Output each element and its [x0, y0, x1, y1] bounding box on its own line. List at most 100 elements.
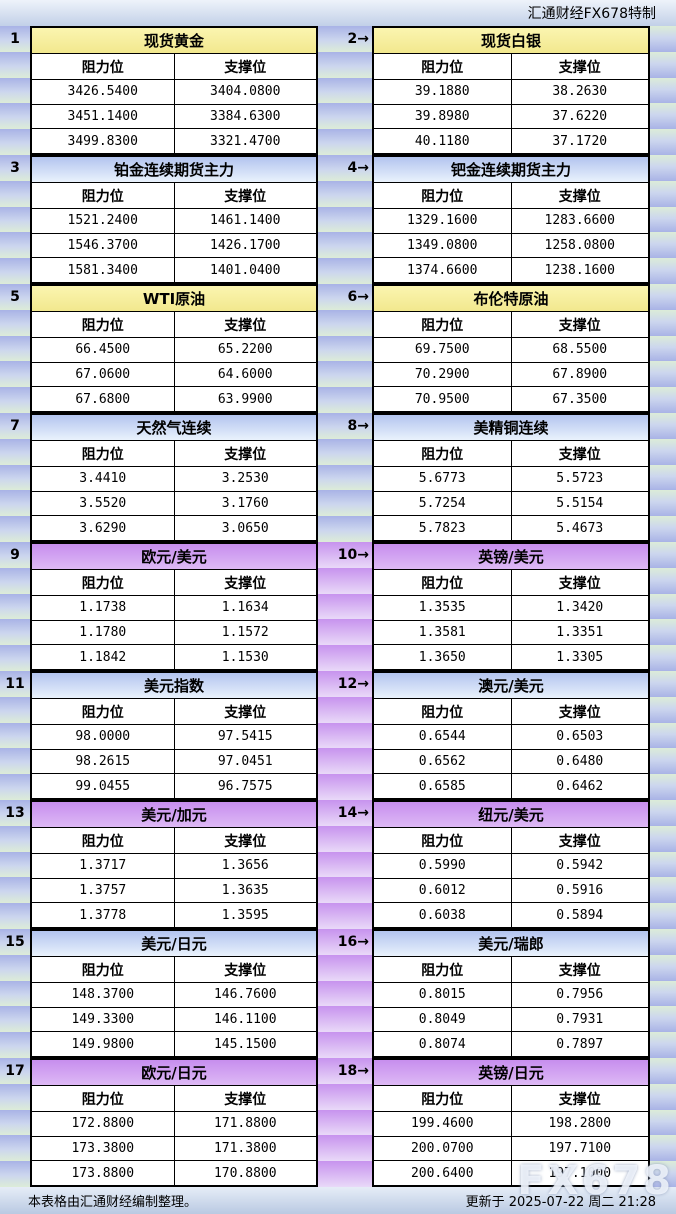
background-cell: [0, 748, 30, 775]
data-row: 0.6544 0.6503: [374, 725, 648, 750]
column-header-row: 阻力位 支撑位: [32, 312, 316, 338]
data-row: 200.0700 197.7100: [374, 1136, 648, 1162]
background-cell: [650, 77, 676, 104]
background-cell: [650, 309, 676, 336]
background-cell: [0, 696, 30, 723]
resistance-value: 0.8074: [374, 1032, 512, 1057]
resistance-value: 1.1842: [32, 645, 175, 670]
background-cell: [650, 258, 676, 284]
data-row: 3.4410 3.2530: [32, 467, 316, 492]
data-row: 1.1738 1.1634: [32, 596, 316, 621]
column-header-row: 阻力位 支撑位: [374, 54, 648, 80]
resistance-value: 1329.1600: [374, 209, 512, 233]
background-cell: [650, 722, 676, 749]
background-cell: [650, 1083, 676, 1110]
background-cell: 3: [0, 155, 30, 181]
resistance-value: 1581.3400: [32, 258, 175, 283]
resistance-value: 99.0455: [32, 774, 175, 799]
background-cell: [650, 671, 676, 697]
support-header: 支撑位: [224, 833, 267, 850]
data-row: 3.5520 3.1760: [32, 491, 316, 517]
background-cell: [0, 129, 30, 155]
resistance-value: 0.8049: [374, 1007, 512, 1032]
block-index-label: 8→: [347, 417, 369, 434]
background-cell: [318, 103, 372, 130]
block-index-label: 13: [5, 804, 25, 821]
background-cell: [650, 774, 676, 800]
edge-column: [650, 413, 676, 542]
support-value: 68.5500: [552, 342, 608, 358]
data-row: 0.5990 0.5942: [374, 854, 648, 879]
block-index-label: 3: [10, 159, 20, 176]
background-cell: [318, 490, 372, 517]
data-row: 1.1780 1.1572: [32, 620, 316, 646]
block-index-label: 4→: [347, 159, 369, 176]
support-header: 支撑位: [224, 59, 267, 76]
support-value: 37.6220: [552, 109, 608, 124]
background-cell: [318, 825, 372, 852]
row-number-column: 15: [0, 929, 30, 1058]
support-value: 1283.6600: [544, 213, 615, 229]
data-row: 1.3757 1.3635: [32, 878, 316, 904]
background-cell: 8→: [318, 413, 372, 439]
support-header: 支撑位: [558, 446, 601, 463]
support-value: 5.5154: [556, 496, 604, 511]
resistance-value: 199.4600: [374, 1112, 512, 1136]
data-row: 3451.1400 3384.6300: [32, 104, 316, 130]
resistance-value: 1349.0800: [374, 233, 512, 258]
support-value: 37.1720: [552, 133, 608, 149]
support-header: 支撑位: [558, 962, 601, 979]
resistance-value: 1.3650: [374, 645, 512, 670]
support-value: 38.2630: [552, 84, 608, 100]
background-cell: 14→: [318, 800, 372, 826]
column-header-row: 阻力位 支撑位: [32, 1086, 316, 1112]
data-row: 98.0000 97.5415: [32, 725, 316, 750]
resistance-value: 5.6773: [374, 467, 512, 491]
spacer-column: 6→: [318, 284, 372, 413]
background-cell: [318, 903, 372, 929]
background-cell: 9: [0, 542, 30, 568]
data-row: 67.6800 63.9900: [32, 387, 316, 412]
background-cell: [0, 567, 30, 594]
instrument-table: 钯金连续期货主力 阻力位 支撑位 1329.1600 1283.6600 1349.080…: [372, 155, 650, 284]
support-value: 1238.1600: [544, 262, 615, 278]
background-cell: [650, 438, 676, 465]
data-row: 0.8049 0.7931: [374, 1007, 648, 1033]
background-cell: [650, 284, 676, 310]
instrument-table: 现货白银 阻力位 支撑位 39.1880 38.2630 39.8980 37.6220 40…: [372, 26, 650, 155]
row-number-column: 9: [0, 542, 30, 671]
support-value: 1.1530: [221, 649, 269, 665]
support-header: 支撑位: [558, 317, 601, 334]
column-header-row: 阻力位 支撑位: [374, 312, 648, 338]
background-cell: 16→: [318, 929, 372, 955]
block-index-label: 10→: [337, 546, 369, 563]
data-row: 3499.8300 3321.4700: [32, 129, 316, 154]
data-row: 0.8015 0.7956: [374, 983, 648, 1008]
instrument-table: 布伦特原油 阻力位 支撑位 69.7500 68.5500 70.2900 67.8900 7…: [372, 284, 650, 413]
background-cell: [650, 335, 676, 362]
resistance-value: 172.8800: [32, 1112, 175, 1136]
spacer-column: 4→: [318, 155, 372, 284]
data-row: 1.1842 1.1530: [32, 645, 316, 670]
support-header: 支撑位: [224, 704, 267, 721]
table-band: 1 现货黄金 阻力位 支撑位 3426.5400 3404.0800 3451.1400 33…: [0, 26, 676, 155]
support-value: 67.3500: [552, 391, 608, 407]
background-cell: [0, 1032, 30, 1058]
support-value: 0.5942: [556, 858, 604, 874]
support-value: 197.1000: [548, 1165, 612, 1181]
table-band: 9 欧元/美元 阻力位 支撑位 1.1738 1.1634 1.1780 1.1572 1.18…: [0, 542, 676, 671]
background-cell: [650, 1006, 676, 1033]
support-value: 3321.4700: [210, 133, 281, 149]
background-cell: [0, 1006, 30, 1033]
block-index-label: 1: [10, 30, 20, 47]
support-value: 0.5916: [556, 883, 604, 898]
support-value: 5.4673: [556, 520, 604, 536]
resistance-value: 39.8980: [374, 104, 512, 129]
row-number-column: 1: [0, 26, 30, 155]
background-cell: [650, 516, 676, 542]
background-cell: [650, 980, 676, 1007]
support-value: 3404.0800: [210, 84, 281, 100]
updated-timestamp: 更新于 2025-07-22 周二 21:28: [465, 1195, 656, 1210]
background-cell: [318, 645, 372, 671]
instrument-title: 美元/加元: [32, 802, 316, 828]
